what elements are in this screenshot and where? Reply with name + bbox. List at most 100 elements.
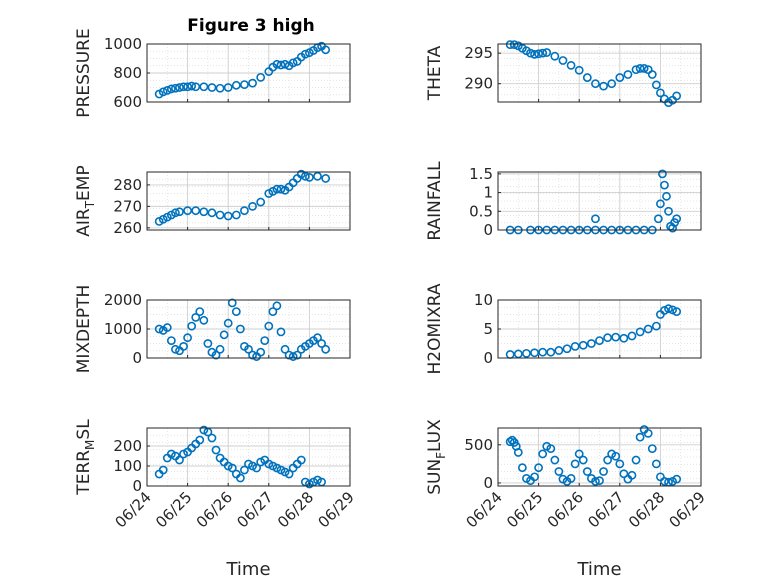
data-point <box>611 451 621 461</box>
data-point <box>530 472 539 482</box>
data-point <box>599 81 608 91</box>
data-point <box>651 459 661 469</box>
data-point <box>538 48 548 58</box>
data-point <box>248 78 257 88</box>
data-point <box>227 463 237 473</box>
data-point <box>211 350 221 360</box>
data-point <box>207 83 217 92</box>
data-point <box>603 455 613 465</box>
data-point <box>296 455 306 465</box>
y-tick-label: 0 <box>483 221 493 239</box>
x-tick-label: 06/25 <box>152 488 195 531</box>
y-tick-label: 1 <box>483 184 493 202</box>
data-point <box>313 333 322 343</box>
x-tick-label: 06/27 <box>233 488 276 531</box>
y-axis-label: MIXDEPTH <box>74 285 94 374</box>
axes-box <box>497 43 702 103</box>
data-point <box>211 445 221 455</box>
data-point <box>195 307 205 316</box>
data-point <box>191 312 201 322</box>
y-axis-label-text: MIXDEPTH <box>74 285 94 374</box>
y-axis-label-text: RAINFALL <box>425 161 445 241</box>
subplot-5: 0 1000 2000 MIXDEPTH <box>74 285 351 374</box>
data-point <box>183 206 192 216</box>
data-point <box>668 223 677 233</box>
data-point <box>154 324 164 334</box>
y-axis-label-text: LUX <box>425 419 445 452</box>
data-point <box>651 80 661 90</box>
data-point <box>507 435 517 445</box>
data-point <box>660 180 669 190</box>
data-point <box>158 87 168 97</box>
data-point <box>586 339 596 348</box>
data-point <box>591 477 600 486</box>
data-point <box>215 210 225 220</box>
data-point <box>183 82 192 92</box>
data-point <box>595 336 604 345</box>
data-point <box>288 58 298 68</box>
data-point <box>570 459 580 469</box>
data-point <box>664 206 673 216</box>
axes-box <box>497 171 702 231</box>
x-tick-label: 06/29 <box>666 488 709 531</box>
y-tick-label: 800 <box>113 64 142 82</box>
data-point <box>554 346 564 355</box>
data-point <box>643 428 653 438</box>
data-point <box>179 341 188 351</box>
data-point <box>546 444 556 454</box>
y-tick-label: 500 <box>464 436 493 454</box>
y-tick-label: 295 <box>464 44 493 62</box>
data-point <box>219 330 229 340</box>
y-tick-label: 270 <box>113 197 142 215</box>
data-point <box>272 301 282 311</box>
data-point <box>672 214 682 224</box>
data-point <box>656 199 665 209</box>
data-point <box>231 80 241 90</box>
data-point <box>175 455 184 465</box>
axes-box <box>146 43 351 103</box>
data-point <box>235 324 245 334</box>
data-point <box>595 476 604 486</box>
data-point <box>672 91 682 101</box>
data-point <box>664 304 673 314</box>
y-tick-label: 280 <box>113 176 142 194</box>
data-point <box>668 305 677 315</box>
data-point <box>276 184 286 194</box>
data-point <box>653 214 663 224</box>
data-point <box>672 474 682 484</box>
data-point <box>166 336 176 345</box>
y-tick-label: 5 <box>483 320 493 338</box>
data-point <box>631 65 641 75</box>
data-point <box>542 48 552 57</box>
data-point <box>187 321 197 331</box>
data-point <box>252 463 262 473</box>
x-tick-label: 06/26 <box>193 488 236 531</box>
data-point <box>280 59 290 69</box>
data-point <box>603 333 613 343</box>
data-point <box>513 448 523 457</box>
data-point <box>582 467 592 476</box>
y-axis-label: SUNFLUX <box>425 419 448 495</box>
data-point <box>317 339 326 348</box>
data-point <box>509 40 519 50</box>
subplot-1: 600 800 1000 PRESSURE <box>74 28 351 118</box>
y-axis-label: TERRMSL <box>74 419 97 496</box>
data-point <box>578 340 588 350</box>
data-point <box>171 208 180 218</box>
data-point <box>203 339 213 348</box>
data-point <box>574 449 584 459</box>
data-point <box>522 348 531 358</box>
y-axis-label-text: SL <box>74 419 94 440</box>
data-point <box>635 64 645 73</box>
data-point <box>526 48 535 58</box>
data-point <box>574 65 584 75</box>
data-point <box>300 49 310 59</box>
data-point <box>578 455 588 465</box>
y-tick-label: 0 <box>132 349 142 367</box>
data-point <box>175 207 184 217</box>
x-tick-label: 06/28 <box>274 488 317 531</box>
subplot-6: 0 5 10 H2OMIXRA <box>425 283 702 375</box>
x-tick-label: 06/26 <box>544 488 587 531</box>
data-point <box>292 350 302 360</box>
